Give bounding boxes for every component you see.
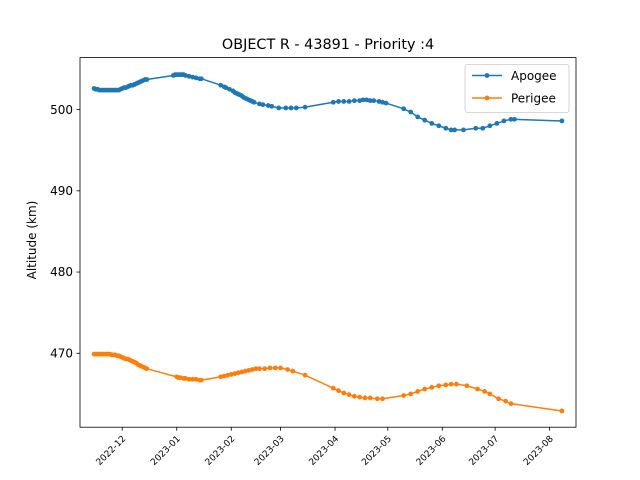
perigee-point (257, 366, 262, 372)
perigee-point (362, 395, 368, 401)
perigee-point (336, 388, 341, 394)
apogee-point (443, 125, 449, 131)
y-axis-label: Altitude (km) (25, 201, 39, 280)
apogee-point (144, 77, 150, 82)
apogee-point (293, 105, 299, 111)
apogee-point (436, 123, 442, 129)
apogee-point (302, 104, 308, 110)
y-tick-label: 480 (50, 265, 73, 279)
apogee-point (351, 98, 357, 104)
perigee-point (357, 394, 363, 400)
perigee-point (144, 366, 150, 372)
apogee-point (341, 99, 347, 104)
perigee-point (408, 391, 414, 397)
chart-title: OBJECT R - 43891 - Priority :4 (222, 37, 434, 53)
plot-frame (79, 57, 577, 428)
perigee-point (496, 396, 502, 402)
perigee-point (198, 377, 204, 383)
apogee-point (494, 121, 500, 126)
perigee-point (559, 408, 565, 414)
apogee-point (559, 118, 565, 124)
apogee-point (429, 121, 435, 126)
perigee-point (422, 386, 428, 392)
apogee-point (480, 125, 486, 131)
perigee-point (487, 391, 493, 397)
perigee-point (503, 398, 509, 404)
perigee-point (508, 401, 514, 407)
apogee-point (415, 114, 421, 120)
perigee-point (302, 372, 308, 378)
apogee-point (452, 127, 458, 133)
plot-area (91, 72, 565, 414)
legend-apogee-label: Apogee (511, 69, 557, 83)
y-tick-label: 500 (50, 103, 73, 117)
perigee-point (351, 393, 357, 399)
apogee-point (383, 100, 389, 106)
perigee-point (475, 386, 480, 392)
y-tick-label: 490 (50, 184, 73, 198)
perigee-point (253, 366, 259, 372)
apogee-point (461, 127, 466, 133)
perigee-point (272, 365, 278, 371)
perigee-point (290, 368, 296, 374)
perigee-point (341, 390, 347, 396)
apogee-point (260, 102, 266, 108)
perigee-point (380, 396, 385, 402)
perigee-point (374, 396, 380, 402)
apogee-point (408, 109, 414, 115)
legend: Apogee Perigee (464, 64, 570, 113)
y-tick-label: 470 (50, 346, 73, 360)
perigee-point (436, 383, 442, 389)
apogee-point (501, 118, 507, 124)
legend-apogee-marker (484, 73, 490, 78)
perigee-point (330, 385, 336, 391)
apogee-point (276, 105, 282, 111)
legend-perigee-marker (484, 95, 490, 101)
perigee-point (186, 376, 192, 382)
perigee-point (443, 382, 449, 388)
legend-box (464, 64, 570, 113)
apogee-point (512, 116, 517, 122)
perigee-point (482, 389, 487, 394)
perigee-point (415, 389, 421, 394)
apogee-point (288, 105, 294, 111)
perigee-point (367, 395, 373, 401)
apogee-point (473, 125, 479, 131)
y-axis: 470 480 490 500 (50, 103, 80, 360)
apogee-point (367, 98, 373, 104)
perigee-point (401, 393, 407, 398)
apogee-point (346, 99, 352, 104)
perigee-point (262, 366, 268, 372)
apogee-point (487, 123, 493, 129)
apogee-point (269, 103, 275, 109)
perigee-point (429, 385, 435, 390)
legend-perigee-label: Perigee (511, 91, 556, 105)
perigee-point (346, 392, 352, 398)
apogee-point (401, 106, 407, 112)
apogee-point (283, 105, 289, 111)
perigee-point (190, 376, 195, 382)
perigee-point (267, 365, 273, 371)
apogee-point (508, 116, 514, 122)
apogee-point (251, 99, 257, 105)
apogee-point (330, 99, 336, 105)
perigee-point (285, 367, 290, 372)
apogee-point (371, 98, 377, 104)
apogee-point (360, 97, 366, 103)
perigee-point (278, 365, 283, 371)
apogee-point (422, 117, 428, 123)
perigee-point (454, 381, 459, 387)
perigee-point (464, 383, 470, 389)
apogee-point (336, 99, 341, 104)
apogee-point (198, 76, 204, 82)
apogee-point (448, 127, 454, 133)
perigee-point (448, 381, 454, 387)
